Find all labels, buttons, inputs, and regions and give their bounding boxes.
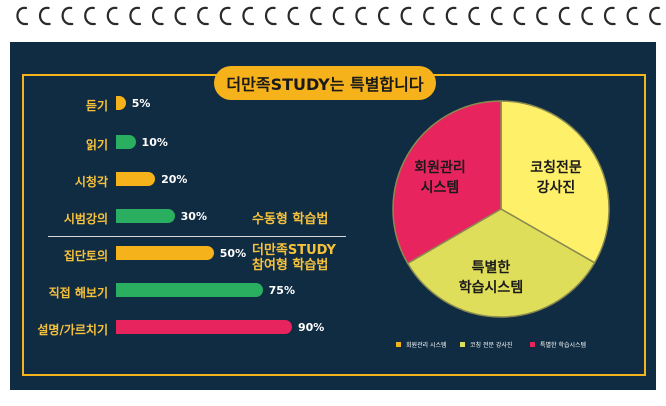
bar-value-label: 75%	[268, 284, 295, 297]
ring-icon	[287, 6, 300, 26]
bar-value-label: 20%	[161, 173, 188, 186]
ring-icon	[219, 6, 232, 26]
ring-icon	[61, 6, 74, 26]
bar	[116, 283, 263, 297]
legend-swatch	[396, 342, 401, 347]
pie-slice-special	[406, 208, 596, 318]
legend-label: 코칭 전문 강사진	[470, 342, 513, 349]
bar	[116, 96, 126, 110]
bar-label: 시청각	[74, 175, 108, 189]
ring-icon	[649, 6, 661, 26]
ring-icon	[106, 6, 119, 26]
pie-slice-coaching	[500, 100, 610, 264]
bar-value-label: 10%	[141, 136, 168, 149]
legend-item: 코칭 전문 강사진	[460, 340, 512, 349]
bar-label: 읽기	[85, 138, 108, 152]
legend-swatch	[530, 342, 535, 347]
ring-icon	[445, 6, 458, 26]
slice-label-member: 회원관리 시스템	[414, 160, 466, 196]
passive-group-label: 수동형 학습법	[252, 212, 329, 227]
ring-icon	[468, 6, 481, 26]
ring-icon	[626, 6, 639, 26]
active-group-label: 더만족STUDY 참여형 학습법	[252, 243, 336, 273]
legend-item: 특별한 학습시스템	[530, 340, 586, 349]
bar	[116, 320, 292, 334]
ring-icon	[152, 6, 164, 26]
ring-icon	[558, 6, 571, 26]
ring-icon	[400, 6, 413, 26]
ring-icon	[174, 6, 187, 26]
bar-label: 직접 해보기	[48, 286, 108, 300]
ring-icon	[513, 6, 526, 26]
ring-icon	[197, 6, 209, 26]
slice-label-special: 특별한 학습시스템	[458, 260, 524, 296]
bar-label: 집단토의	[63, 249, 108, 263]
bar-label: 듣기	[85, 99, 108, 113]
ring-icon	[355, 6, 368, 26]
ring-icon	[491, 6, 503, 26]
legend-item: 회원관리 시스템	[396, 340, 447, 349]
ring-icon	[423, 6, 435, 26]
ring-icon	[581, 6, 594, 26]
slice-label-coaching: 코칭전문 강사진	[530, 160, 582, 196]
bar-label: 시범강의	[63, 212, 108, 226]
group-divider	[48, 236, 346, 237]
bar-value-label: 90%	[298, 321, 325, 334]
bar-value-label: 5%	[131, 97, 151, 110]
ring-icon	[536, 6, 548, 26]
bar	[116, 135, 136, 149]
pie-chart	[392, 100, 610, 318]
page-title: 더만족STUDY는 특별합니다	[214, 66, 436, 100]
bar	[116, 246, 214, 260]
active-group-label-line2: 참여형 학습법	[252, 258, 329, 273]
notebook-rings	[16, 6, 661, 26]
ring-icon	[378, 6, 390, 26]
ring-icon	[16, 6, 29, 26]
ring-icon	[129, 6, 142, 26]
legend-label: 회원관리 시스템	[406, 342, 447, 349]
ring-icon	[332, 6, 345, 26]
ring-icon	[310, 6, 322, 26]
ring-icon	[265, 6, 277, 26]
bar-value-label: 50%	[219, 247, 247, 260]
active-group-label-line1: 더만족STUDY	[252, 243, 336, 258]
bar	[116, 209, 175, 223]
bar-label: 설명/가르치기	[37, 323, 108, 337]
ring-icon	[84, 6, 96, 26]
bar	[116, 172, 156, 186]
legend-swatch	[460, 342, 465, 347]
legend-label: 특별한 학습시스템	[540, 342, 587, 349]
ring-icon	[242, 6, 255, 26]
pie-slice-member	[392, 100, 502, 265]
ring-icon	[39, 6, 51, 26]
bar-value-label: 30%	[180, 210, 207, 223]
ring-icon	[604, 6, 616, 26]
